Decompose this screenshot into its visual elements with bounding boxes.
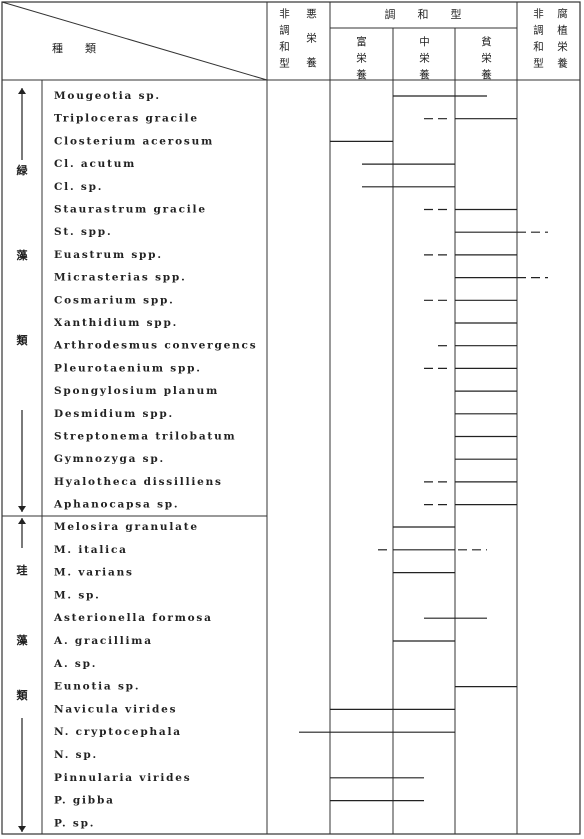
arrow-head (18, 88, 26, 94)
group-label: 藻 (17, 248, 29, 262)
species-name: Pinnularia virides (54, 772, 192, 784)
species-name: Aphanocapsa sp. (53, 499, 179, 511)
species-name: Navicula virides (54, 703, 177, 715)
col-header: 悪栄養 (305, 8, 317, 82)
species-name: A. gracillima (53, 635, 153, 647)
species-name: Desmidium spp. (54, 408, 174, 420)
species-name: N. cryptocephala (54, 726, 182, 738)
species-name: Closterium acerosum (54, 135, 214, 147)
species-name: Eunotia sp. (54, 681, 140, 693)
species-name: Cl. acutum (54, 158, 136, 170)
col-header: 調 和 型 (385, 7, 462, 21)
species-name: A. sp. (53, 658, 97, 670)
species-name: M. sp. (54, 589, 101, 601)
species-name: Micrasterias spp. (54, 272, 187, 284)
col-header: 貧栄養 (480, 35, 492, 85)
species-header: 種 類 (52, 41, 96, 55)
diagonal (1, 1, 268, 81)
col-header: 腐植栄養 (556, 7, 568, 74)
col-header: 非調和型 (532, 8, 544, 74)
species-name: Pleurotaenium spp. (54, 362, 202, 374)
species-name: Hyalotheca dissilliens (54, 476, 223, 488)
species-name: Asterionella formosa (53, 612, 213, 624)
species-name: N. sp. (54, 749, 98, 761)
species-name: Xanthidium spp. (54, 317, 178, 329)
species-name: Streptonema trilobatum (54, 431, 236, 443)
arrow-head (18, 826, 26, 832)
group-label: 珪 (17, 563, 28, 577)
species-name: Spongylosium planum (54, 385, 219, 397)
species-name: M. varians (54, 567, 134, 579)
col-header: 非調和型 (278, 8, 290, 74)
species-name: Melosira granulate (54, 521, 199, 533)
species-name: Triploceras gracile (54, 113, 199, 125)
species-name: Gymnozyga sp. (54, 453, 165, 465)
species-name: M. italica (54, 544, 128, 556)
arrow-head (18, 518, 26, 524)
species-name: Staurastrum gracile (54, 204, 207, 216)
species-name: St. spp. (54, 226, 112, 238)
species-name: P. gibba (54, 795, 115, 807)
species-name: Euastrum spp. (54, 249, 163, 261)
species-name: P. sp. (54, 817, 95, 829)
species-name: Cl. sp. (54, 181, 103, 193)
species-name: Cosmarium spp. (54, 294, 175, 306)
col-header: 富栄養 (355, 35, 367, 85)
species-name: Arthrodesmus convergencs (53, 340, 257, 352)
col-header: 中栄養 (418, 35, 430, 85)
species-name: Mougeotia sp. (54, 90, 161, 102)
group-label: 類 (16, 333, 29, 347)
group-label: 藻 (17, 633, 29, 647)
group-label: 類 (16, 688, 29, 702)
arrow-head (18, 506, 26, 512)
group-label: 緑 (17, 163, 29, 177)
